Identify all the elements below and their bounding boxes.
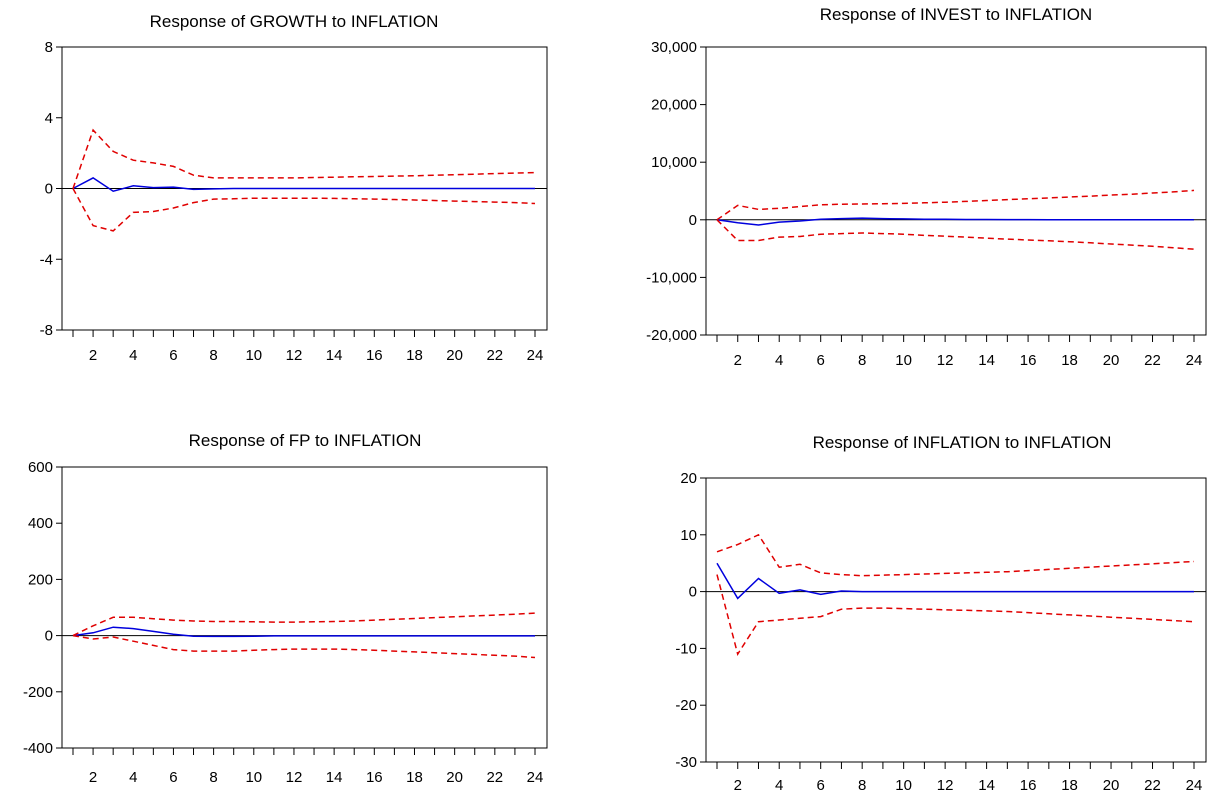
- confidence-band-lower: [72, 634, 536, 659]
- x-tick-label: 8: [209, 347, 217, 364]
- confidence-band-lower: [72, 188, 536, 232]
- y-tick-label: -30: [675, 754, 697, 771]
- x-tick-label: 2: [89, 347, 97, 364]
- y-tick-label: -200: [23, 684, 53, 701]
- y-tick-label: 4: [45, 110, 53, 127]
- y-tick-label: -10: [675, 640, 697, 657]
- y-tick-label: 0: [45, 181, 53, 198]
- x-tick-label: 22: [486, 769, 503, 786]
- x-tick-label: 12: [937, 352, 954, 369]
- irf-panel-4: Response of INFLATION to INFLATION 20 10 0 -…: [675, 433, 1207, 793]
- confidence-band-upper: [716, 533, 1195, 577]
- chart-title: Response of INFLATION to INFLATION: [813, 433, 1112, 452]
- x-tick-label: 10: [895, 777, 912, 793]
- confidence-band-upper: [716, 189, 1195, 221]
- y-tick-label: -8: [40, 322, 53, 339]
- x-tick-label: 8: [209, 769, 217, 786]
- confidence-band-lower: [716, 219, 1195, 250]
- x-tick-label: 20: [446, 347, 463, 364]
- x-tick-label: 8: [858, 352, 866, 369]
- y-tick-label: 400: [28, 515, 53, 532]
- confidence-band-upper: [72, 612, 536, 637]
- x-tick-label: 12: [937, 777, 954, 793]
- y-tick-label: 0: [45, 628, 53, 645]
- irf-panel-3: Response of FP to INFLATION 600 400 200 0 -20…: [23, 431, 548, 786]
- y-tick-label: 10,000: [651, 154, 697, 171]
- x-tick-label: 20: [1103, 777, 1120, 793]
- x-tick-label: 18: [406, 769, 423, 786]
- y-tick-label: 10: [680, 527, 697, 544]
- x-tick-label: 14: [978, 352, 995, 369]
- y-tick-label: 20,000: [651, 97, 697, 114]
- y-tick-label: 0: [689, 212, 697, 229]
- x-tick-label: 18: [1061, 777, 1078, 793]
- impulse-response-line: [72, 177, 535, 193]
- y-tick-label: -4: [40, 251, 53, 268]
- x-tick-label: 4: [775, 777, 783, 793]
- y-tick-label: 0: [689, 584, 697, 601]
- x-tick-label: 2: [734, 777, 742, 793]
- x-tick-label: 18: [1061, 352, 1078, 369]
- x-tick-label: 16: [1020, 352, 1037, 369]
- x-tick-label: 2: [89, 769, 97, 786]
- x-tick-label: 22: [1144, 352, 1161, 369]
- x-tick-label: 6: [817, 777, 825, 793]
- plot-frame: [61, 466, 548, 749]
- x-tick-label: 18: [406, 347, 423, 364]
- x-tick-label: 16: [366, 347, 383, 364]
- x-tick-label: 24: [527, 769, 544, 786]
- impulse-response-line: [716, 562, 1194, 600]
- plot-frame: [705, 46, 1207, 336]
- x-tick-label: 12: [286, 769, 303, 786]
- x-tick-label: 2: [734, 352, 742, 369]
- irf-panel-2: Response of INVEST to INFLATION 30,000 20,…: [646, 5, 1207, 369]
- x-tick-label: 20: [446, 769, 463, 786]
- confidence-band-upper: [72, 128, 536, 189]
- y-tick-label: 8: [45, 39, 53, 56]
- x-tick-label: 22: [486, 347, 503, 364]
- x-tick-label: 4: [129, 347, 137, 364]
- x-tick-label: 4: [129, 769, 137, 786]
- x-tick-label: 16: [1020, 777, 1037, 793]
- confidence-band-lower: [716, 574, 1195, 656]
- x-tick-label: 8: [858, 777, 866, 793]
- x-tick-label: 10: [245, 347, 262, 364]
- chart-title: Response of INVEST to INFLATION: [820, 5, 1092, 24]
- x-tick-label: 20: [1103, 352, 1120, 369]
- y-tick-label: -400: [23, 740, 53, 757]
- x-tick-label: 14: [978, 777, 995, 793]
- x-tick-label: 6: [169, 769, 177, 786]
- x-tick-label: 6: [817, 352, 825, 369]
- chart-title: Response of GROWTH to INFLATION: [150, 12, 439, 31]
- impulse-response-line: [72, 626, 535, 638]
- x-tick-label: 6: [169, 347, 177, 364]
- x-tick-label: 16: [366, 769, 383, 786]
- x-tick-label: 24: [1186, 352, 1203, 369]
- impulse-response-line: [716, 217, 1194, 226]
- x-tick-label: 10: [245, 769, 262, 786]
- y-tick-label: 200: [28, 571, 53, 588]
- x-tick-label: 10: [895, 352, 912, 369]
- y-tick-label: -10,000: [646, 269, 697, 286]
- y-tick-label: -20: [675, 697, 697, 714]
- x-tick-label: 12: [286, 347, 303, 364]
- x-tick-label: 14: [326, 347, 343, 364]
- y-tick-label: 20: [680, 470, 697, 487]
- x-tick-label: 4: [775, 352, 783, 369]
- x-tick-label: 22: [1144, 777, 1161, 793]
- chart-title: Response of FP to INFLATION: [189, 431, 422, 450]
- x-tick-label: 14: [326, 769, 343, 786]
- y-tick-label: -20,000: [646, 327, 697, 344]
- y-tick-label: 600: [28, 459, 53, 476]
- x-tick-label: 24: [527, 347, 544, 364]
- y-tick-label: 30,000: [651, 39, 697, 56]
- x-tick-label: 24: [1186, 777, 1203, 793]
- plot-frame: [705, 477, 1207, 763]
